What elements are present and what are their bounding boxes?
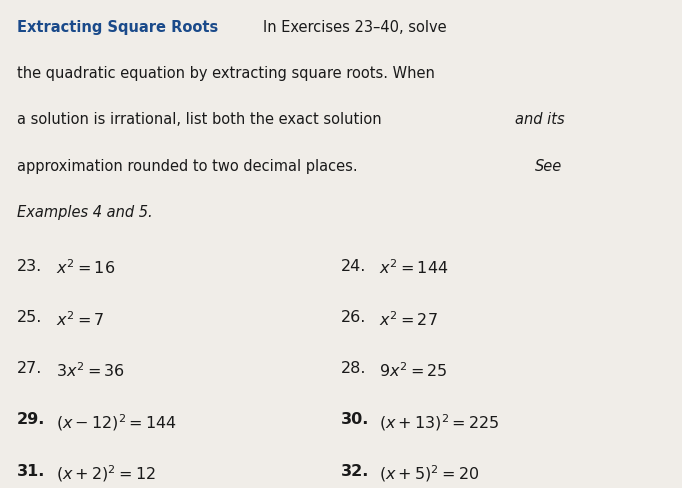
Text: the quadratic equation by extracting square roots. When: the quadratic equation by extracting squ… [17,66,435,81]
Text: Examples 4 and 5.: Examples 4 and 5. [17,205,153,220]
Text: Extracting Square Roots: Extracting Square Roots [17,20,218,35]
Text: 30.: 30. [341,412,370,427]
Text: In Exercises 23–40, solve: In Exercises 23–40, solve [263,20,446,35]
Text: 27.: 27. [17,361,42,376]
Text: $3x^2 = 36$: $3x^2 = 36$ [56,361,125,380]
Text: $x^2 = 16$: $x^2 = 16$ [56,259,115,277]
Text: $x^2 = 7$: $x^2 = 7$ [56,310,104,328]
Text: 29.: 29. [17,412,46,427]
Text: 32.: 32. [341,464,370,479]
Text: $(x + 2)^2 = 12$: $(x + 2)^2 = 12$ [56,464,155,484]
Text: 23.: 23. [17,259,42,274]
Text: 26.: 26. [341,310,366,325]
Text: $9x^2 = 25$: $9x^2 = 25$ [379,361,447,380]
Text: $(x - 12)^2 = 144$: $(x - 12)^2 = 144$ [56,412,177,433]
Text: 31.: 31. [17,464,46,479]
Text: a solution is irrational, list both the exact solution: a solution is irrational, list both the … [17,112,382,127]
Text: $(x + 5)^2 = 20$: $(x + 5)^2 = 20$ [379,464,479,484]
Text: 28.: 28. [341,361,366,376]
Text: 24.: 24. [341,259,366,274]
Text: approximation rounded to two decimal places.: approximation rounded to two decimal pla… [17,159,357,174]
Text: 25.: 25. [17,310,42,325]
Text: See: See [535,159,563,174]
Text: $x^2 = 27$: $x^2 = 27$ [379,310,437,328]
Text: $x^2 = 144$: $x^2 = 144$ [379,259,448,277]
Text: $(x + 13)^2 = 225$: $(x + 13)^2 = 225$ [379,412,499,433]
Text: and its: and its [515,112,565,127]
